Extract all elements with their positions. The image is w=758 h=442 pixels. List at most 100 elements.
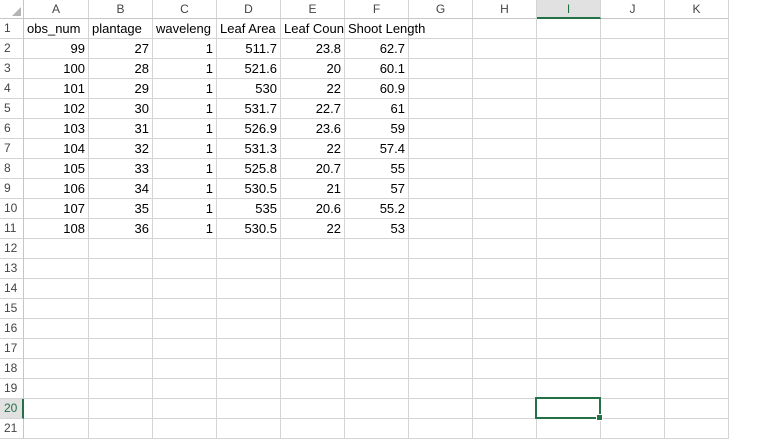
cell-g15[interactable] <box>409 299 473 319</box>
cell-k4[interactable] <box>665 79 729 99</box>
cell-e2[interactable]: 23.8 <box>281 39 345 59</box>
cell-j1[interactable] <box>601 19 665 39</box>
cell-f11[interactable]: 53 <box>345 219 409 239</box>
cell-a5[interactable]: 102 <box>24 99 89 119</box>
cell-j5[interactable] <box>601 99 665 119</box>
cell-e18[interactable] <box>281 359 345 379</box>
cell-j10[interactable] <box>601 199 665 219</box>
cell-h12[interactable] <box>473 239 537 259</box>
cell-b21[interactable] <box>89 419 153 439</box>
cell-b8[interactable]: 33 <box>89 159 153 179</box>
cell-d3[interactable]: 521.6 <box>217 59 281 79</box>
cell-b14[interactable] <box>89 279 153 299</box>
cell-j15[interactable] <box>601 299 665 319</box>
cell-c3[interactable]: 1 <box>153 59 217 79</box>
cell-i18[interactable] <box>537 359 601 379</box>
cell-j7[interactable] <box>601 139 665 159</box>
cell-k5[interactable] <box>665 99 729 119</box>
cell-j13[interactable] <box>601 259 665 279</box>
cell-f13[interactable] <box>345 259 409 279</box>
cell-i2[interactable] <box>537 39 601 59</box>
cell-h17[interactable] <box>473 339 537 359</box>
cell-d7[interactable]: 531.3 <box>217 139 281 159</box>
cell-a17[interactable] <box>24 339 89 359</box>
cell-g17[interactable] <box>409 339 473 359</box>
cell-g14[interactable] <box>409 279 473 299</box>
row-header-16[interactable]: 16 <box>0 319 24 339</box>
cell-i13[interactable] <box>537 259 601 279</box>
cell-k3[interactable] <box>665 59 729 79</box>
cell-i11[interactable] <box>537 219 601 239</box>
cell-f12[interactable] <box>345 239 409 259</box>
cell-e11[interactable]: 22 <box>281 219 345 239</box>
cell-i12[interactable] <box>537 239 601 259</box>
cell-h13[interactable] <box>473 259 537 279</box>
cell-f14[interactable] <box>345 279 409 299</box>
cell-d9[interactable]: 530.5 <box>217 179 281 199</box>
cell-h3[interactable] <box>473 59 537 79</box>
cell-a3[interactable]: 100 <box>24 59 89 79</box>
cell-j17[interactable] <box>601 339 665 359</box>
cell-i19[interactable] <box>537 379 601 399</box>
cell-k17[interactable] <box>665 339 729 359</box>
cell-b4[interactable]: 29 <box>89 79 153 99</box>
cell-k21[interactable] <box>665 419 729 439</box>
cell-e19[interactable] <box>281 379 345 399</box>
cell-b12[interactable] <box>89 239 153 259</box>
column-header-g[interactable]: G <box>409 0 473 19</box>
cell-d17[interactable] <box>217 339 281 359</box>
cell-e6[interactable]: 23.6 <box>281 119 345 139</box>
cell-c13[interactable] <box>153 259 217 279</box>
cell-e17[interactable] <box>281 339 345 359</box>
cell-a12[interactable] <box>24 239 89 259</box>
cell-e9[interactable]: 21 <box>281 179 345 199</box>
cell-f15[interactable] <box>345 299 409 319</box>
cell-k7[interactable] <box>665 139 729 159</box>
cell-f5[interactable]: 61 <box>345 99 409 119</box>
cell-a11[interactable]: 108 <box>24 219 89 239</box>
cell-h7[interactable] <box>473 139 537 159</box>
cell-b20[interactable] <box>89 399 153 419</box>
cell-a14[interactable] <box>24 279 89 299</box>
row-header-17[interactable]: 17 <box>0 339 24 359</box>
row-header-10[interactable]: 10 <box>0 199 24 219</box>
select-all-button[interactable] <box>0 0 24 19</box>
cell-g19[interactable] <box>409 379 473 399</box>
cell-f8[interactable]: 55 <box>345 159 409 179</box>
cell-k10[interactable] <box>665 199 729 219</box>
cell-d20[interactable] <box>217 399 281 419</box>
row-header-12[interactable]: 12 <box>0 239 24 259</box>
cell-k20[interactable] <box>665 399 729 419</box>
cell-a9[interactable]: 106 <box>24 179 89 199</box>
cell-d16[interactable] <box>217 319 281 339</box>
cell-f3[interactable]: 60.1 <box>345 59 409 79</box>
cell-k1[interactable] <box>665 19 729 39</box>
cell-a10[interactable]: 107 <box>24 199 89 219</box>
cell-j16[interactable] <box>601 319 665 339</box>
cell-a15[interactable] <box>24 299 89 319</box>
cell-c17[interactable] <box>153 339 217 359</box>
cell-b5[interactable]: 30 <box>89 99 153 119</box>
cell-i3[interactable] <box>537 59 601 79</box>
cell-g18[interactable] <box>409 359 473 379</box>
cell-c18[interactable] <box>153 359 217 379</box>
cell-d1[interactable]: Leaf Area <box>217 19 281 39</box>
column-header-h[interactable]: H <box>473 0 537 19</box>
cell-i15[interactable] <box>537 299 601 319</box>
row-header-3[interactable]: 3 <box>0 59 24 79</box>
cell-e16[interactable] <box>281 319 345 339</box>
cell-c15[interactable] <box>153 299 217 319</box>
cell-f21[interactable] <box>345 419 409 439</box>
cell-a1[interactable]: obs_num <box>24 19 89 39</box>
cell-b19[interactable] <box>89 379 153 399</box>
cell-g3[interactable] <box>409 59 473 79</box>
cell-b11[interactable]: 36 <box>89 219 153 239</box>
cell-f4[interactable]: 60.9 <box>345 79 409 99</box>
cell-b1[interactable]: plantage <box>89 19 153 39</box>
cell-a21[interactable] <box>24 419 89 439</box>
cell-b15[interactable] <box>89 299 153 319</box>
cell-k14[interactable] <box>665 279 729 299</box>
cell-h20[interactable] <box>473 399 537 419</box>
cell-i9[interactable] <box>537 179 601 199</box>
cell-d2[interactable]: 511.7 <box>217 39 281 59</box>
